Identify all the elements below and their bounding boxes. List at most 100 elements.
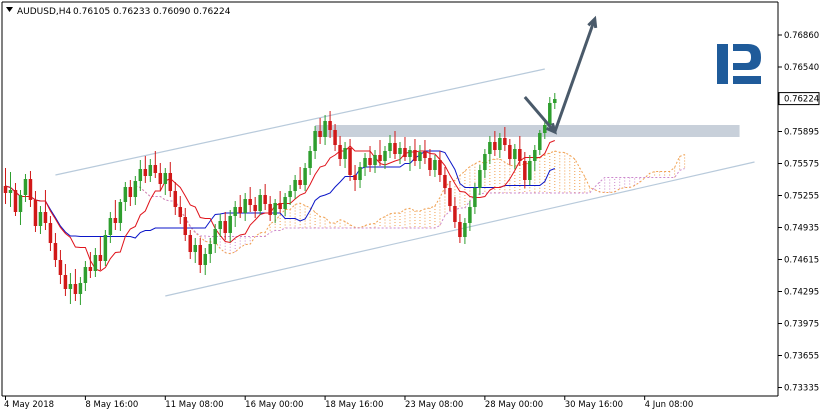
- x-tick-label: 8 May 16:00: [85, 400, 138, 410]
- candle-body: [518, 149, 522, 161]
- candle-body: [378, 155, 382, 161]
- candle-body: [183, 217, 188, 235]
- candle-body: [543, 125, 547, 133]
- x-tick-label: 11 May 08:00: [165, 400, 223, 410]
- candle-body: [203, 254, 207, 265]
- candle-body: [83, 267, 88, 283]
- candle-body: [293, 180, 297, 191]
- candle-body: [68, 284, 73, 289]
- x-tick-label: 28 May 00:00: [485, 400, 543, 410]
- current-price-box: [778, 92, 820, 106]
- forecast-arrow[interactable]: [523, 15, 598, 135]
- candle-body: [168, 173, 173, 191]
- candle-body: [368, 158, 372, 165]
- candle-body: [108, 218, 113, 235]
- resistance-zone[interactable]: [315, 125, 740, 137]
- candle-body: [48, 223, 53, 243]
- y-tick-label: 0.74615: [784, 256, 819, 266]
- candle-body: [408, 150, 412, 157]
- candle-body: [73, 284, 78, 294]
- candle-body: [258, 195, 262, 211]
- triangle-down-icon[interactable]: [6, 7, 13, 12]
- y-tick-label: 0.76540: [784, 63, 819, 73]
- candle-body: [403, 148, 407, 157]
- candle-body: [388, 143, 392, 151]
- logo-bar: [733, 76, 761, 84]
- chart-symbol: AUDUSD,H4: [17, 7, 72, 17]
- candle-body: [213, 229, 217, 244]
- candle-body: [58, 260, 63, 275]
- candle-body: [473, 188, 477, 207]
- candle-body: [238, 207, 242, 213]
- arrow-down-head: [545, 122, 558, 135]
- senkou-span-b: [135, 168, 685, 237]
- x-tick-label: 4 May 2018: [4, 400, 54, 410]
- candle-body: [318, 131, 322, 137]
- logo-stem: [717, 44, 728, 84]
- candle-body: [553, 99, 557, 103]
- candle-body: [348, 148, 352, 175]
- candle-body: [223, 221, 227, 233]
- candlesticks: [3, 93, 557, 305]
- current-price-label: 0.76224: [784, 95, 819, 105]
- candle-body: [373, 155, 377, 165]
- channel-line-upper: [55, 68, 545, 176]
- candle-body: [438, 160, 442, 175]
- candle-body: [43, 212, 48, 223]
- candle-body: [423, 152, 427, 158]
- candle-body: [263, 195, 267, 204]
- candle-body: [343, 148, 347, 159]
- candle-body: [198, 245, 202, 265]
- candle-body: [233, 207, 237, 216]
- y-tick-label: 0.74295: [784, 288, 819, 298]
- candle-body: [153, 165, 158, 173]
- candle-body: [208, 244, 212, 254]
- candle-body: [278, 203, 282, 209]
- candle-body: [493, 142, 497, 150]
- candle-body: [118, 202, 123, 223]
- candle-body: [98, 255, 103, 261]
- candle-body: [303, 168, 307, 185]
- candle-body: [18, 195, 23, 212]
- x-tick-label: 4 Jun 08:00: [645, 400, 694, 410]
- y-tick-label: 0.73655: [784, 352, 819, 362]
- chart-quote: 0.76105 0.76233 0.76090 0.76224: [73, 7, 231, 17]
- candle-body: [13, 190, 18, 212]
- candle-body: [413, 150, 417, 161]
- candle-body: [363, 158, 367, 167]
- candle-body: [358, 167, 362, 180]
- candle-body: [158, 173, 163, 184]
- candle-body: [533, 150, 537, 161]
- candle-body: [333, 130, 337, 145]
- candle-body: [503, 138, 507, 145]
- candle-body: [243, 199, 247, 213]
- y-tick-label: 0.74935: [784, 224, 819, 234]
- candle-body: [398, 148, 402, 154]
- y-tick-label: 0.73335: [784, 384, 819, 394]
- candle-body: [138, 169, 143, 181]
- candle-body: [298, 180, 302, 185]
- x-tick-label: 23 May 08:00: [405, 400, 463, 410]
- candle-body: [338, 145, 342, 159]
- y-tick-label: 0.76860: [784, 31, 819, 41]
- x-tick-label: 16 May 00:00: [245, 400, 303, 410]
- candle-body: [113, 218, 118, 223]
- candle-body: [268, 204, 272, 215]
- candle-body: [328, 121, 332, 130]
- arrow-up-leg: [553, 18, 597, 133]
- candle-body: [253, 205, 257, 211]
- candle-body: [93, 255, 98, 271]
- candle-body: [353, 175, 357, 180]
- candle-body: [453, 206, 457, 222]
- x-axis: 4 May 2018 8 May 16:00 11 May 08:00 16 May …: [4, 396, 693, 410]
- candle-body: [123, 187, 128, 202]
- candle-body: [163, 173, 168, 184]
- candle-body: [128, 187, 133, 197]
- candle-body: [523, 161, 527, 180]
- x-tick-label: 30 May 16:00: [565, 400, 623, 410]
- candle-body: [143, 169, 148, 176]
- candle-body: [478, 170, 482, 188]
